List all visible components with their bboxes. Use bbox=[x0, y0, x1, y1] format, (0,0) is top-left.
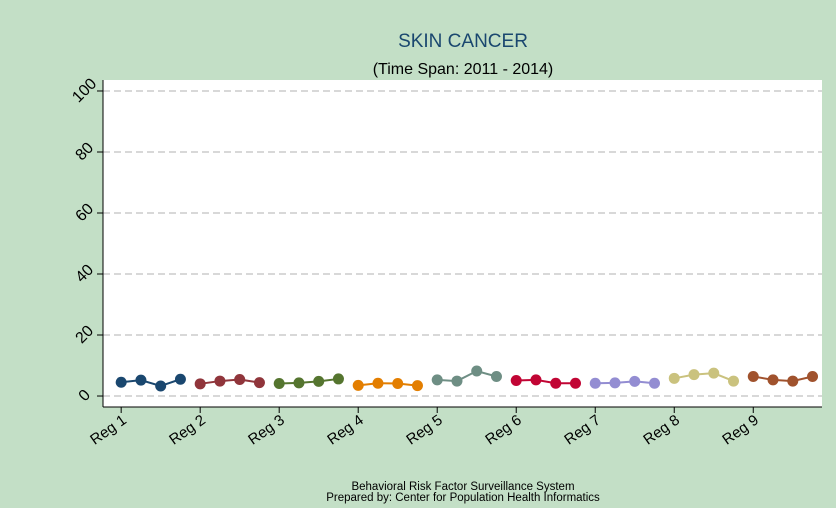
point bbox=[510, 374, 522, 386]
chart-subtitle: (Time Span: 2011 - 2014) bbox=[373, 61, 554, 78]
line bbox=[279, 377, 339, 385]
line bbox=[595, 380, 655, 385]
point bbox=[530, 374, 542, 386]
point bbox=[352, 379, 364, 391]
point bbox=[589, 377, 601, 389]
point bbox=[668, 372, 680, 384]
point bbox=[807, 370, 819, 382]
line bbox=[753, 375, 813, 383]
point bbox=[293, 377, 305, 389]
point bbox=[629, 375, 641, 387]
point bbox=[728, 375, 740, 387]
point bbox=[253, 377, 265, 389]
point bbox=[550, 377, 562, 389]
point bbox=[767, 374, 779, 386]
point bbox=[194, 378, 206, 390]
point bbox=[411, 380, 423, 392]
footnote: Prepared by: Center for Population Healt… bbox=[326, 492, 600, 504]
footnote: Behavioral Risk Factor Surveillance Syst… bbox=[351, 481, 574, 493]
point bbox=[708, 367, 720, 379]
point bbox=[332, 373, 344, 385]
line bbox=[358, 382, 418, 387]
plot-area bbox=[103, 80, 822, 407]
point bbox=[490, 370, 502, 382]
chart-title: SKIN CANCER bbox=[398, 31, 528, 52]
point bbox=[372, 377, 384, 389]
line bbox=[516, 378, 576, 385]
point bbox=[648, 377, 660, 389]
point bbox=[431, 374, 443, 386]
line bbox=[121, 378, 181, 388]
point bbox=[471, 365, 483, 377]
point bbox=[569, 377, 581, 389]
point bbox=[155, 380, 167, 392]
point bbox=[392, 378, 404, 390]
line bbox=[674, 372, 734, 382]
point bbox=[609, 377, 621, 389]
line bbox=[437, 369, 497, 383]
point bbox=[214, 375, 226, 387]
point bbox=[234, 374, 246, 386]
point bbox=[273, 378, 285, 390]
point bbox=[135, 374, 147, 386]
point bbox=[115, 376, 127, 388]
point bbox=[747, 370, 759, 382]
point bbox=[451, 375, 463, 387]
point bbox=[787, 375, 799, 387]
point bbox=[174, 373, 186, 385]
point bbox=[313, 375, 325, 387]
line bbox=[200, 378, 260, 385]
point bbox=[688, 369, 700, 381]
